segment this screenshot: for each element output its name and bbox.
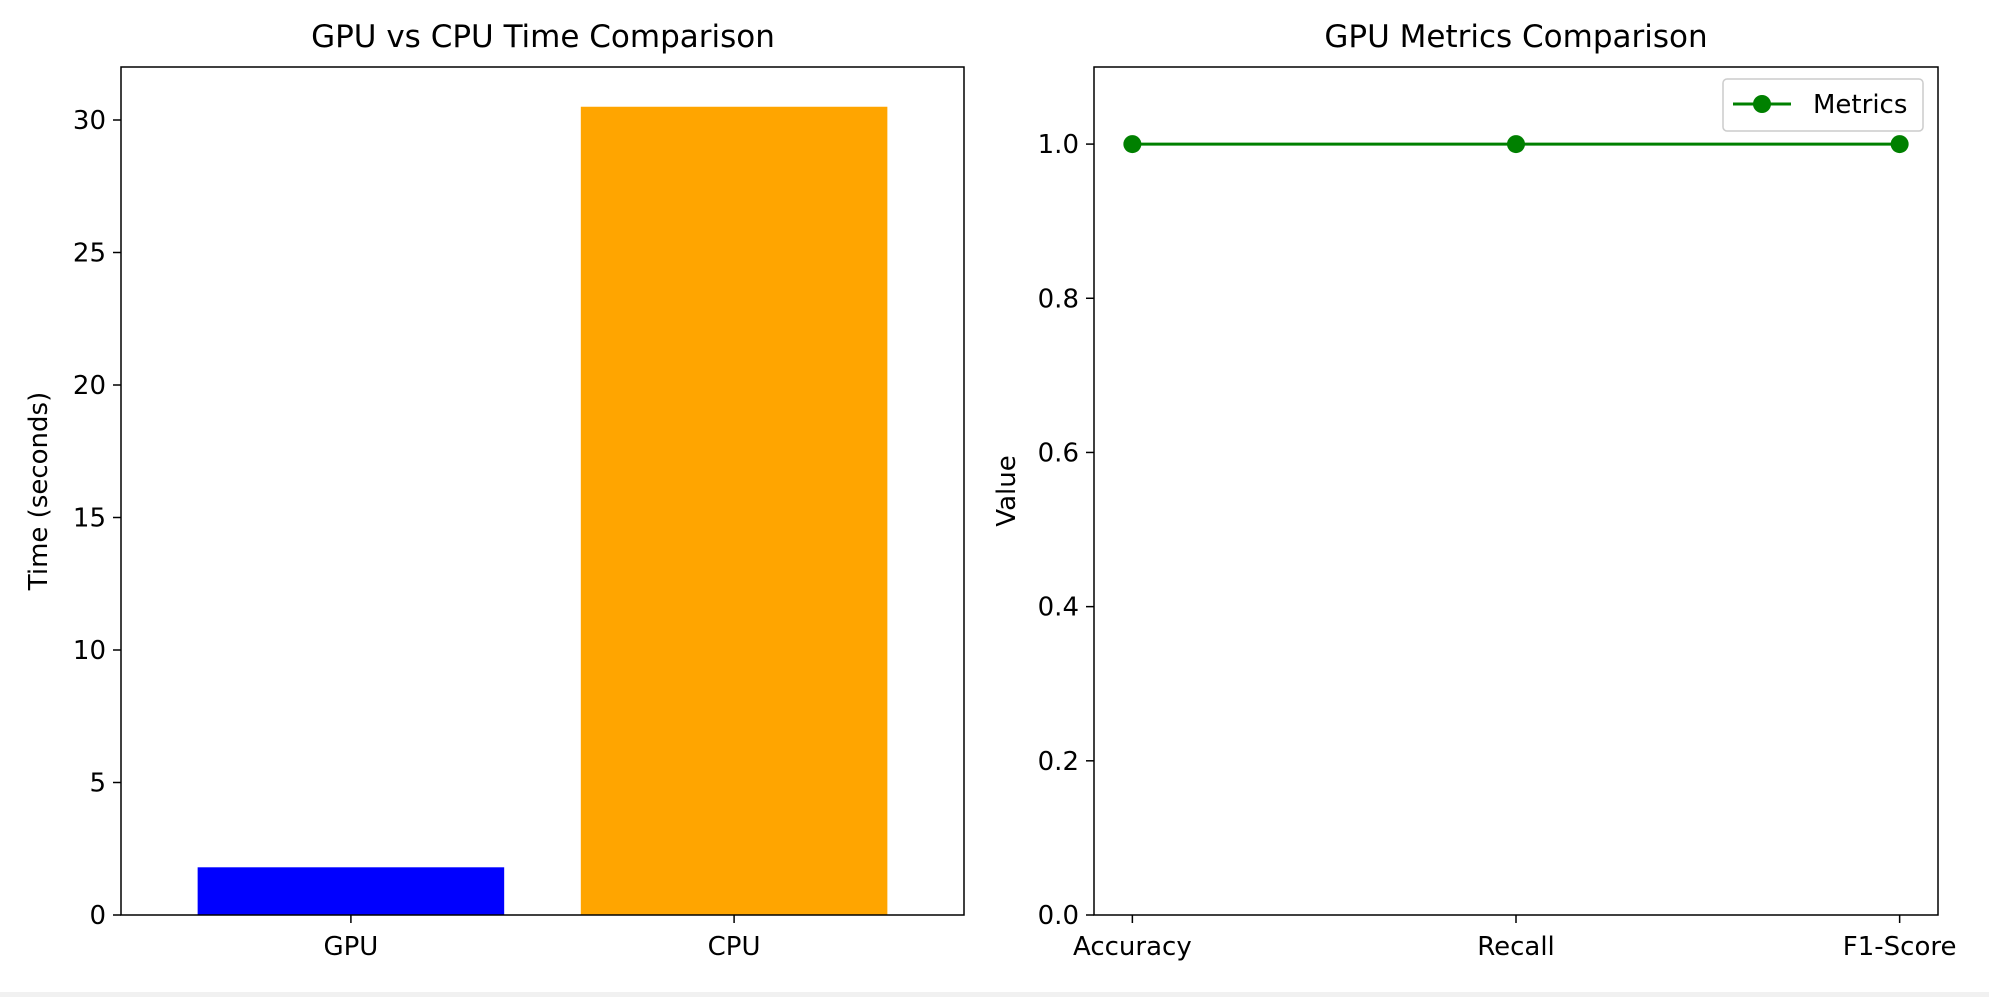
x-tick-label: CPU (708, 932, 761, 962)
x-tick-label: Recall (1477, 932, 1555, 962)
x-tick-label: Accuracy (1073, 932, 1192, 962)
data-point-accuracy (1123, 135, 1142, 154)
legend-marker (1753, 95, 1771, 113)
y-axis-label: Value (992, 455, 1022, 526)
y-tick-label: 30 (73, 106, 106, 136)
y-tick-label: 0.4 (1038, 593, 1079, 623)
y-tick-label: 0.0 (1038, 901, 1079, 931)
y-tick-label: 0.6 (1038, 438, 1079, 468)
plot-area: GPU CPU 0 5 10 15 20 25 30 (73, 66, 965, 962)
plot-area: 0.0 0.2 0.4 0.6 0.8 1.0 Accuracy Recall F1-Score (1038, 66, 1957, 962)
metrics-comparison-chart: GPU Metrics Comparison Value 0.00.20.40.… (992, 19, 1956, 962)
bar-cpu (580, 106, 888, 915)
y-tick-label: 10 (73, 636, 106, 666)
y-tick-label: 1.0 (1038, 130, 1079, 160)
y-axis-label: Time (seconds) (24, 392, 54, 591)
plot-frame (120, 66, 965, 916)
y-tick-label: 0 (89, 901, 106, 931)
bar-gpu (197, 867, 505, 915)
chart-title: GPU vs CPU Time Comparison (311, 19, 775, 55)
data-point-recall (1507, 135, 1525, 154)
y-tick-label: 25 (73, 239, 106, 269)
time-comparison-chart: GPU vs CPU Time Comparison Time (seconds… (24, 19, 965, 962)
legend: Metrics (1722, 78, 1924, 132)
data-point-f1-score (1890, 135, 1909, 154)
x-tick-label: GPU (323, 932, 378, 962)
x-tick-label: F1-Score (1843, 932, 1957, 962)
legend-box (1722, 78, 1924, 132)
plot-frame (1093, 66, 1939, 916)
y-tick-label: 0.8 (1038, 284, 1079, 314)
chart-title: GPU Metrics Comparison (1324, 19, 1707, 55)
y-tick-label: 15 (73, 504, 106, 534)
y-tick-label: 0.2 (1038, 747, 1079, 777)
y-tick-label: 5 (89, 769, 106, 799)
y-tick-label: 20 (73, 371, 106, 401)
legend-label: Metrics (1813, 90, 1907, 120)
